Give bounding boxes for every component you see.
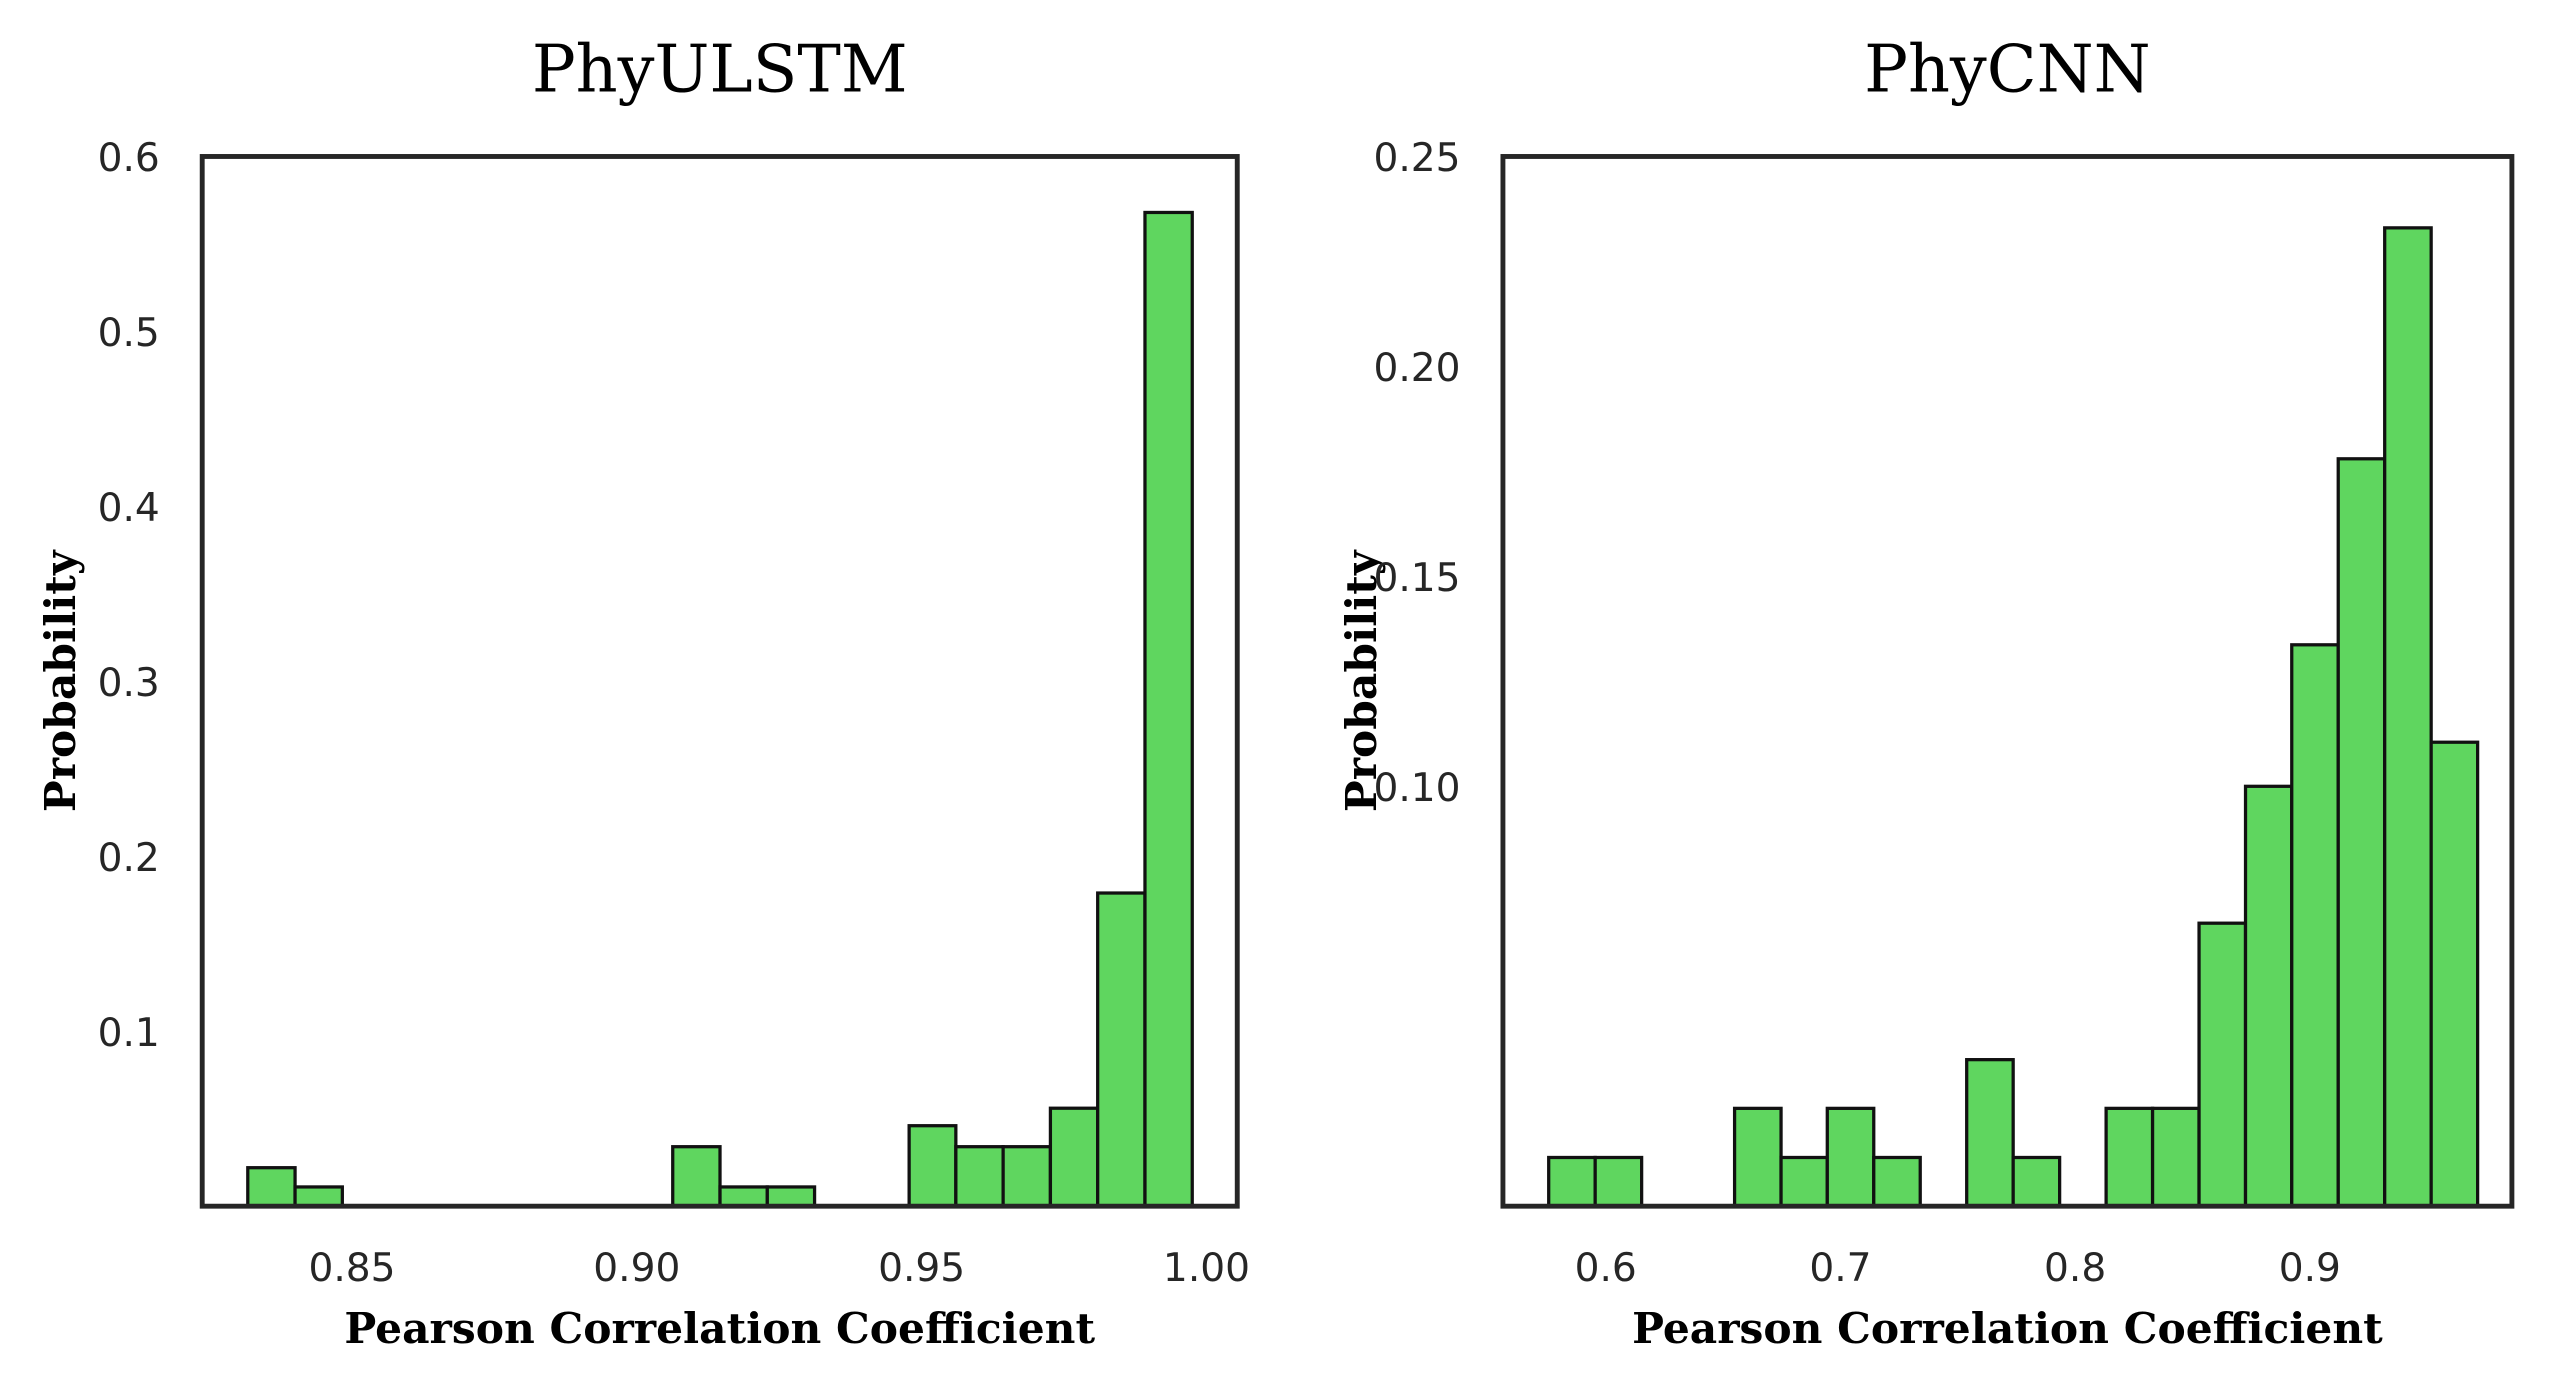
y-axis-label: Probability (1336, 549, 1386, 812)
bar (907, 1124, 958, 1208)
bar (2104, 1106, 2155, 1208)
bar (1872, 1155, 1922, 1208)
x-tick-label: 0.7 (1809, 1246, 1871, 1291)
bar (1001, 1145, 1053, 1208)
x-axis-label: Pearson Correlation Coefficient (1632, 1303, 2383, 1353)
bar (765, 1185, 817, 1208)
bar (293, 1185, 344, 1208)
y-tick-label: 0.15 (1373, 556, 1460, 601)
bar (1732, 1106, 1783, 1208)
bar (1965, 1058, 2015, 1208)
y-tick-label: 0.3 (98, 661, 160, 706)
y-tick-label: 0.6 (98, 136, 160, 181)
chart-title: PhyULSTM (532, 31, 908, 107)
y-tick-label: 0.2 (98, 836, 160, 881)
y-tick-label: 0.20 (1373, 346, 1460, 391)
bar (1547, 1155, 1597, 1208)
bar (2290, 643, 2340, 1208)
bar (2383, 226, 2433, 1208)
y-tick-label: 0.1 (98, 1011, 160, 1056)
x-tick-label: 0.9 (2279, 1246, 2341, 1291)
x-axis-label: Pearson Correlation Coefficient (344, 1303, 1095, 1353)
bar (2336, 457, 2387, 1208)
bar (2150, 1106, 2201, 1208)
bar (1825, 1106, 1876, 1208)
bar (954, 1145, 1005, 1208)
x-tick-label: 0.8 (2044, 1246, 2106, 1291)
y-axis-label: Probability (35, 549, 85, 812)
y-tick-label: 0.5 (98, 311, 160, 356)
bar (1096, 891, 1147, 1208)
bar (246, 1166, 297, 1208)
plot-frame (1500, 154, 2515, 1209)
x-tick-label: 0.95 (878, 1246, 965, 1291)
y-tick-label: 0.25 (1373, 136, 1460, 181)
bar (1593, 1155, 1644, 1208)
y-tick-label: 0.4 (98, 486, 160, 531)
bar (2243, 784, 2294, 1208)
x-tick-label: 0.85 (308, 1246, 395, 1291)
x-tick-label: 0.90 (593, 1246, 680, 1291)
bar (1143, 210, 1194, 1208)
bar (2011, 1155, 2062, 1208)
bar (718, 1185, 769, 1208)
bar (2197, 921, 2248, 1208)
bar (1048, 1106, 1100, 1208)
bar (671, 1145, 722, 1208)
chart-title: PhyCNN (1864, 31, 2151, 107)
bar (1779, 1155, 1829, 1208)
y-tick-label: 0.10 (1373, 766, 1460, 811)
x-tick-label: 1.00 (1163, 1246, 1250, 1291)
x-tick-label: 0.6 (1575, 1246, 1637, 1291)
plot-frame (199, 154, 1240, 1209)
bar (2429, 740, 2480, 1208)
